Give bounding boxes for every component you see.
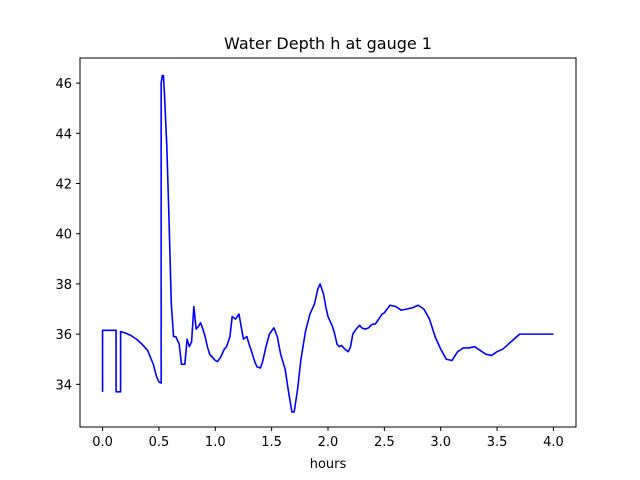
x-tick-label: 4.0 (543, 435, 564, 450)
series-line-0 (101, 74, 554, 413)
axes: 0.0 0.5 1.0 1.5 2.0 2.5 3.0 3.5 4.0 34 36 38 40 42 44 4… (55, 57, 577, 450)
y-tick-label: 38 (55, 278, 72, 293)
plot-area (101, 74, 554, 413)
x-tick-label: 1.0 (205, 435, 226, 450)
y-tick-label: 44 (55, 127, 72, 142)
x-tick-label: 3.0 (430, 435, 451, 450)
y-tick-label: 34 (55, 378, 72, 393)
y-tick-label: 36 (55, 328, 72, 343)
x-tick-label: 3.5 (487, 435, 508, 450)
x-tick-label: 0.0 (92, 435, 113, 450)
y-tick-label: 42 (55, 178, 72, 193)
chart-title: Water Depth h at gauge 1 (224, 34, 432, 53)
x-axis-label: hours (310, 457, 347, 472)
y-tick-label: 46 (55, 77, 72, 92)
x-tick-label: 2.0 (318, 435, 339, 450)
y-tick-label: 40 (55, 228, 72, 243)
x-tick-label: 0.5 (149, 435, 170, 450)
x-tick-label: 1.5 (261, 435, 282, 450)
x-tick-label: 2.5 (374, 435, 395, 450)
